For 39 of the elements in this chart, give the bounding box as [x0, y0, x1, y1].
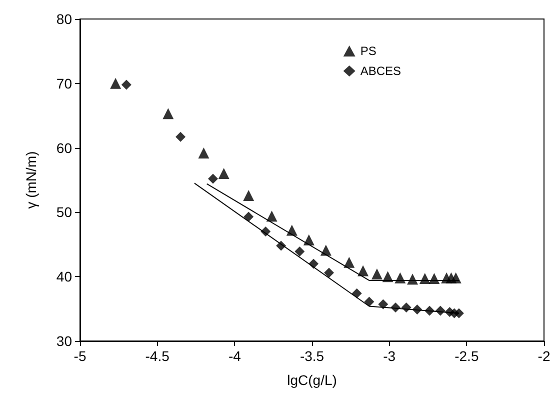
point — [218, 168, 230, 180]
y-tick-label: 70 — [56, 75, 72, 92]
point — [110, 78, 122, 89]
x-tick-label: -5 — [74, 348, 86, 364]
point — [352, 288, 362, 298]
point — [244, 212, 254, 222]
point — [121, 80, 132, 90]
x-tick-label: -2.5 — [454, 348, 479, 364]
x-axis-title: lgC(g/L) — [287, 372, 337, 388]
y-tick-label: 60 — [56, 140, 72, 156]
point — [344, 256, 355, 268]
y-tick-label: 50 — [56, 204, 72, 220]
x-tick-label: -3 — [383, 348, 396, 364]
point — [303, 234, 314, 246]
legend-label: PS — [360, 44, 376, 58]
point — [324, 268, 334, 278]
point — [266, 210, 278, 222]
point — [378, 299, 388, 310]
point — [176, 132, 186, 142]
point — [162, 108, 174, 120]
point — [243, 190, 254, 201]
legend-label: ABCES — [360, 64, 402, 78]
point — [208, 174, 218, 184]
point — [371, 268, 382, 280]
y-tick-label: 40 — [56, 268, 72, 285]
x-tick-label: -3.5 — [300, 348, 324, 364]
y-axis-title: γ (mN/m) — [23, 151, 39, 209]
x-tick-label: -2 — [538, 348, 550, 364]
point — [454, 308, 464, 318]
y-tick-label: 30 — [56, 333, 72, 349]
point — [450, 272, 462, 284]
point — [198, 147, 210, 158]
x-tick-label: -4.5 — [145, 348, 170, 364]
y-tick-label: 80 — [56, 11, 72, 27]
point — [358, 265, 369, 276]
point — [394, 272, 406, 284]
point — [364, 296, 374, 307]
x-tick-label: -4 — [228, 348, 242, 364]
point — [294, 246, 305, 256]
